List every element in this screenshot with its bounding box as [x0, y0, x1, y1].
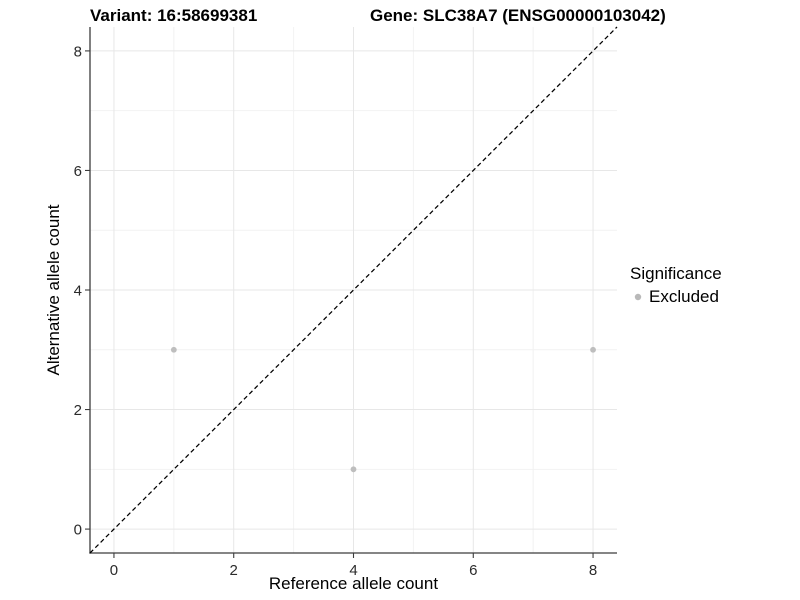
- excluded-point-icon: [634, 293, 642, 301]
- x-tick-label: 6: [469, 562, 477, 579]
- legend-swatch-dot: [634, 293, 642, 301]
- y-tick-label: 2: [74, 402, 82, 419]
- y-tick-label: 8: [74, 43, 82, 60]
- legend: Significance Excluded: [630, 264, 722, 307]
- data-point: [350, 466, 357, 473]
- x-axis-title: Reference allele count: [268, 574, 439, 593]
- y-tick-label: 4: [74, 283, 82, 300]
- x-tick-label: 2: [230, 562, 238, 579]
- y-tick-label: 0: [74, 522, 82, 539]
- legend-title: Significance: [630, 264, 722, 283]
- x-tick-label: 8: [589, 562, 597, 579]
- x-tick-label: 0: [110, 562, 118, 579]
- identity-line: [89, 26, 618, 554]
- plot-title-gene: Gene: SLC38A7 (ENSG00000103042): [370, 6, 666, 25]
- plot-title-variant: Variant: 16:58699381: [90, 6, 258, 25]
- x-tick-label: 4: [349, 562, 357, 579]
- legend-item-excluded: Excluded: [630, 287, 722, 307]
- y-axis-title: Alternative allele count: [44, 204, 63, 376]
- y-tick-label: 6: [74, 163, 82, 180]
- legend-item-label: Excluded: [649, 287, 719, 306]
- data-point: [170, 346, 177, 353]
- data-point: [590, 346, 596, 353]
